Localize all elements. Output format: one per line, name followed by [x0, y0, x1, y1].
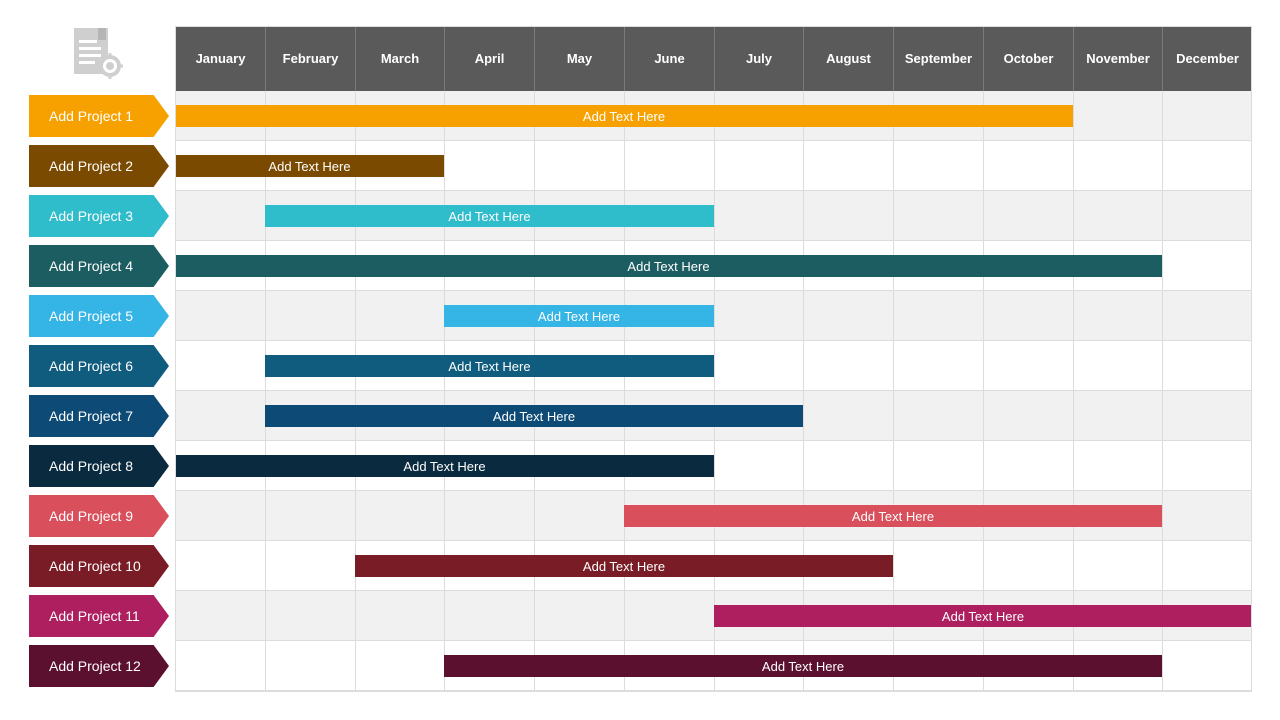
month-header-may: May — [534, 26, 624, 91]
gantt-bar: Add Text Here — [265, 205, 714, 227]
gantt-bar: Add Text Here — [444, 305, 714, 327]
project-label: Add Project 9 — [29, 495, 169, 537]
project-label: Add Project 6 — [29, 345, 169, 387]
gantt-bar: Add Text Here — [624, 505, 1162, 527]
project-label: Add Project 5 — [29, 295, 169, 337]
project-label: Add Project 8 — [29, 445, 169, 487]
grid-line — [983, 91, 984, 692]
project-label: Add Project 4 — [29, 245, 169, 287]
month-header-february: February — [265, 26, 355, 91]
row-band — [175, 241, 1252, 291]
gantt-bar: Add Text Here — [444, 655, 1162, 677]
grid-line — [1162, 91, 1163, 692]
month-header-october: October — [983, 26, 1073, 91]
gantt-bar: Add Text Here — [175, 155, 444, 177]
project-label: Add Project 2 — [29, 145, 169, 187]
month-header-june: June — [624, 26, 714, 91]
month-header-march: March — [355, 26, 444, 91]
grid-line — [1073, 91, 1074, 692]
row-band — [175, 341, 1252, 391]
gantt-bar: Add Text Here — [175, 255, 1162, 277]
project-label: Add Project 7 — [29, 395, 169, 437]
grid-line — [893, 91, 894, 692]
project-label: Add Project 1 — [29, 95, 169, 137]
gantt-bar: Add Text Here — [265, 405, 803, 427]
month-header-september: September — [893, 26, 983, 91]
project-label: Add Project 3 — [29, 195, 169, 237]
project-label: Add Project 11 — [29, 595, 169, 637]
month-header-january: January — [175, 26, 265, 91]
gantt-bar: Add Text Here — [175, 105, 1073, 127]
row-band — [175, 541, 1252, 591]
row-band — [175, 141, 1252, 191]
grid-line — [624, 91, 625, 692]
grid-line — [265, 91, 266, 692]
month-header-august: August — [803, 26, 893, 91]
document-gear-icon — [72, 26, 126, 80]
gantt-chart: January February March April May June July Augu… — [175, 26, 1252, 692]
row-band — [175, 441, 1252, 491]
month-header-december: December — [1162, 26, 1252, 91]
grid-line — [444, 91, 445, 692]
grid-line — [714, 91, 715, 692]
gantt-bar: Add Text Here — [714, 605, 1252, 627]
gantt-bar: Add Text Here — [265, 355, 714, 377]
project-label: Add Project 12 — [29, 645, 169, 687]
gantt-bar: Add Text Here — [175, 455, 714, 477]
project-label: Add Project 10 — [29, 545, 169, 587]
grid-line — [355, 91, 356, 692]
row-band — [175, 641, 1252, 691]
gantt-bar: Add Text Here — [355, 555, 893, 577]
month-header-april: April — [444, 26, 534, 91]
month-header-november: November — [1073, 26, 1162, 91]
month-header-july: July — [714, 26, 803, 91]
grid-line — [803, 91, 804, 692]
grid-line — [534, 91, 535, 692]
